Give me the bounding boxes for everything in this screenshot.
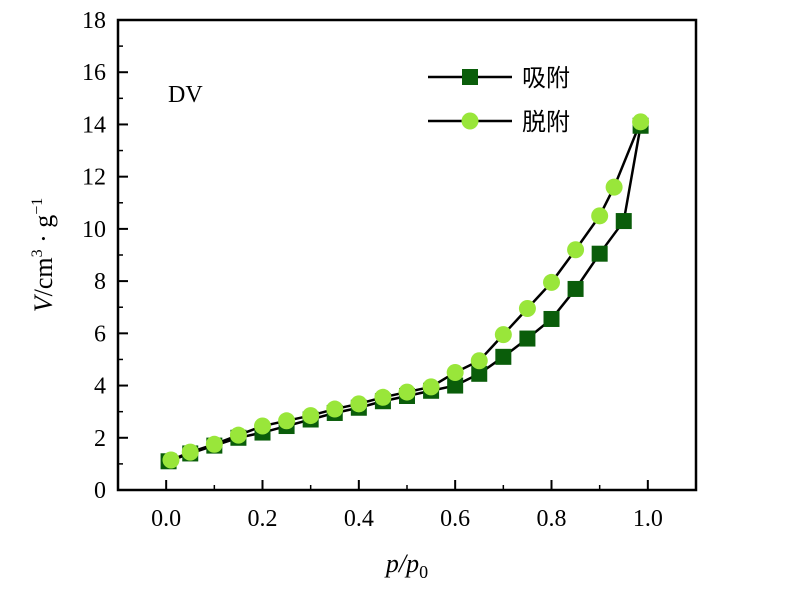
panel-label: DV <box>168 82 203 108</box>
desorption-point <box>181 443 199 461</box>
legend: 吸附 脱附 <box>428 64 570 136</box>
adsorption-point <box>519 330 536 347</box>
tick-layer: 0.0 0.2 0.4 0.6 0.8 1.0 0 2 4 6 8 10 12 14 16 18 <box>82 8 697 532</box>
y-axis-title-mid: · g <box>29 215 58 250</box>
adsorption-point <box>543 310 560 327</box>
legend-marker-desorption <box>461 112 479 130</box>
desorption-point <box>229 426 247 444</box>
y-tick-label: 0 <box>94 478 106 504</box>
y-tick-label: 4 <box>94 374 106 400</box>
adsorption-point <box>471 365 488 382</box>
desorption-point <box>374 388 392 406</box>
y-tick-label: 2 <box>94 426 106 452</box>
x-tick-label: 0.2 <box>248 506 278 532</box>
desorption-point <box>470 352 488 370</box>
desorption-point <box>278 412 296 430</box>
desorption-point <box>205 435 223 453</box>
desorption-point <box>422 378 440 396</box>
legend-marker-adsorption <box>462 69 478 85</box>
y-axis-title-unit: /cm <box>29 257 58 296</box>
desorption-point <box>302 407 320 425</box>
y-tick-label: 12 <box>82 165 106 191</box>
x-tick-label: 1.0 <box>633 506 663 532</box>
y-tick-label: 14 <box>82 112 106 138</box>
desorption-point <box>605 178 623 196</box>
y-axis-title-sup1: 3 <box>29 249 46 257</box>
x-tick-label: 0.0 <box>151 506 181 532</box>
desorption-point <box>591 207 609 225</box>
adsorption-point <box>495 348 512 365</box>
desorption-point <box>567 241 585 259</box>
y-axis-title-v: V <box>29 293 58 312</box>
desorption-point <box>632 113 650 131</box>
y-tick-label: 18 <box>82 8 106 34</box>
desorption-point <box>326 400 344 418</box>
x-axis-title-main: p/p <box>384 549 419 578</box>
desorption-point <box>398 383 416 401</box>
y-axis-title: V/cm3 · g−1 <box>29 198 58 313</box>
desorption-point <box>446 364 464 381</box>
x-tick-label: 0.6 <box>440 506 470 532</box>
legend-label-desorption: 脱附 <box>522 108 570 136</box>
y-tick-label: 8 <box>94 269 106 295</box>
desorption-point <box>254 417 271 435</box>
y-axis-title-sup2: −1 <box>29 198 46 215</box>
desorption-point <box>494 326 512 344</box>
x-axis-title: p/p0 <box>384 549 428 582</box>
plot-frame <box>116 18 698 492</box>
adsorption-point <box>447 377 464 394</box>
desorption-point <box>350 395 368 413</box>
y-tick-label: 10 <box>82 217 106 243</box>
desorption-point <box>162 451 180 469</box>
series-layer <box>160 113 650 470</box>
desorption-point <box>543 273 560 291</box>
x-axis-title-sub: 0 <box>419 562 428 582</box>
x-tick-label: 0.8 <box>537 506 567 532</box>
legend-label-adsorption: 吸附 <box>522 64 570 92</box>
adsorption-point <box>591 245 608 262</box>
x-tick-label: 0.4 <box>344 506 374 532</box>
y-tick-label: 16 <box>82 60 106 86</box>
y-tick-label: 6 <box>94 321 106 347</box>
adsorption-point <box>615 213 632 230</box>
desorption-point <box>518 300 536 318</box>
adsorption-point <box>567 280 584 297</box>
